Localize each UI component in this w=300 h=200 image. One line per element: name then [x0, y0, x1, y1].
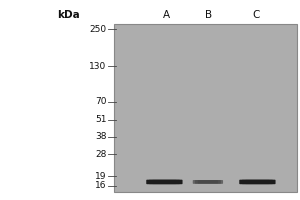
Text: C: C [253, 10, 260, 20]
Text: 19: 19 [95, 172, 106, 181]
FancyBboxPatch shape [245, 180, 269, 184]
FancyBboxPatch shape [193, 180, 223, 184]
Text: B: B [205, 10, 212, 20]
Text: A: A [163, 10, 170, 20]
Text: 51: 51 [95, 115, 106, 124]
Text: kDa: kDa [57, 10, 80, 20]
Text: 28: 28 [95, 150, 106, 159]
FancyBboxPatch shape [152, 180, 176, 184]
Text: 70: 70 [95, 97, 106, 106]
FancyBboxPatch shape [146, 180, 182, 184]
FancyBboxPatch shape [242, 180, 273, 184]
FancyBboxPatch shape [195, 180, 221, 184]
Bar [114, 24, 297, 192]
Text: 250: 250 [89, 24, 106, 33]
FancyBboxPatch shape [198, 180, 218, 184]
FancyBboxPatch shape [239, 180, 276, 184]
Text: 38: 38 [95, 132, 106, 141]
FancyBboxPatch shape [149, 180, 180, 184]
Text: 130: 130 [89, 62, 106, 71]
Text: 16: 16 [95, 182, 106, 190]
